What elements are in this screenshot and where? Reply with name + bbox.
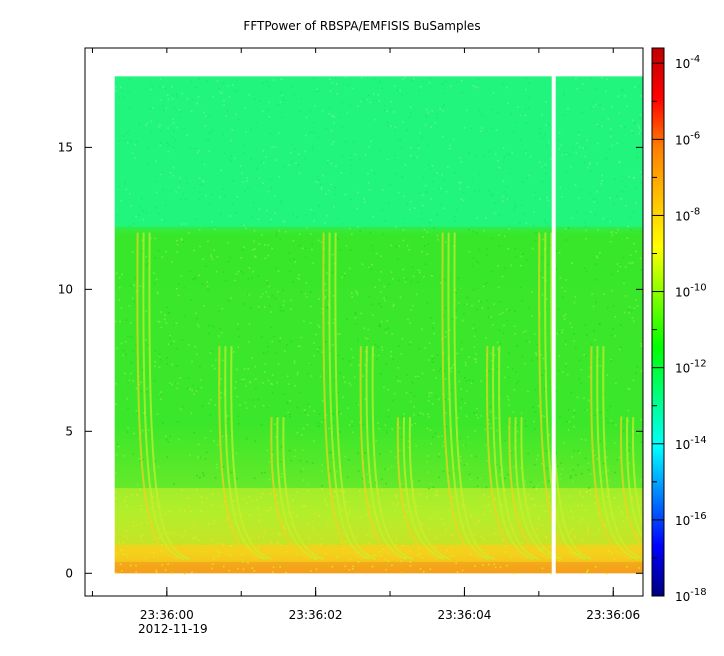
y-tick-label: 10: [58, 282, 73, 296]
colorbar-tick-label: 10-10: [675, 283, 707, 300]
y-tick-label: 5: [65, 424, 73, 438]
x-tick-label: 23:36:04: [437, 608, 491, 622]
data-gap: [551, 75, 556, 575]
chorus-streak: [371, 346, 414, 561]
plot-area: [114, 75, 643, 575]
chorus-streak: [508, 417, 550, 561]
chorus-streak: [498, 346, 540, 561]
chorus-streak: [282, 417, 324, 561]
chorus-streak: [447, 232, 489, 561]
spectrogram-band: [114, 226, 643, 489]
chorus-streak: [596, 346, 638, 561]
colorbar-tick-label: 10-6: [675, 130, 700, 147]
chorus-streak: [359, 346, 402, 561]
colorbar-tick-label: 10-18: [675, 587, 707, 604]
chorus-streak: [453, 232, 495, 561]
x-tick-label: 23:36:00: [140, 608, 194, 622]
chorus-streak: [334, 232, 376, 561]
colorbar-tick-label: 10-16: [675, 511, 707, 528]
x-axis: 23:36:00 23:36:02 23:36:04 23:36:06: [91, 48, 640, 622]
chorus-streak: [619, 417, 643, 549]
chorus-streak: [520, 417, 562, 561]
chorus-streak: [230, 346, 272, 561]
colorbar-tick-label: 10-4: [675, 54, 700, 71]
y-tick-label: 15: [58, 140, 73, 154]
chorus-streak: [328, 232, 370, 561]
chorus-streak: [218, 346, 260, 561]
chorus-streak: [148, 232, 190, 561]
chorus-streak: [276, 417, 318, 561]
chorus-streak: [224, 346, 266, 561]
chorus-streak: [402, 417, 445, 561]
chorus-streak: [441, 232, 483, 561]
colorbar: 10-4 10-6 10-8 10-10 10-12 10-14 10-16 10-18: [651, 47, 707, 604]
chorus-streak: [631, 417, 643, 528]
chorus-streak: [396, 417, 439, 561]
chorus-streak: [142, 232, 184, 561]
x-tick-label: 23:36:02: [289, 608, 343, 622]
colorbar-tick-label: 10-14: [675, 435, 707, 452]
colorbar-tick-label: 10-12: [675, 359, 707, 376]
spectrogram-band: [114, 76, 643, 227]
chorus-streak: [538, 232, 580, 561]
colorbar-tick-label: 10-8: [675, 206, 700, 223]
chorus-streak: [486, 346, 528, 561]
x-tick-label: 23:36:06: [586, 608, 640, 622]
y-axis: 0 5 10 15: [58, 140, 643, 580]
colorbar-ticks: 10-4 10-6 10-8 10-10 10-12 10-14 10-16 10-18: [652, 54, 707, 604]
chorus-streak: [590, 346, 632, 561]
chorus-streak: [136, 232, 178, 561]
chorus-streak: [270, 417, 312, 561]
chart-title: FFTPower of RBSPA/EMFISIS BuSamples: [243, 19, 480, 33]
chorus-streak: [365, 346, 408, 561]
plot-frame: [84, 47, 644, 597]
chorus-streak: [322, 232, 364, 561]
spectrogram-band: [114, 561, 643, 574]
y-tick-label: 0: [65, 566, 73, 580]
chorus-streak: [625, 417, 643, 541]
chorus-streak: [492, 346, 534, 561]
colorbar-scale: [651, 47, 665, 597]
chorus-streak: [602, 346, 643, 560]
chorus-streak: [514, 417, 556, 561]
chorus-streak: [408, 417, 451, 561]
x-date-label: 2012-11-19: [138, 622, 208, 636]
chorus-streak: [550, 232, 592, 561]
chorus-streaks: [136, 232, 643, 561]
